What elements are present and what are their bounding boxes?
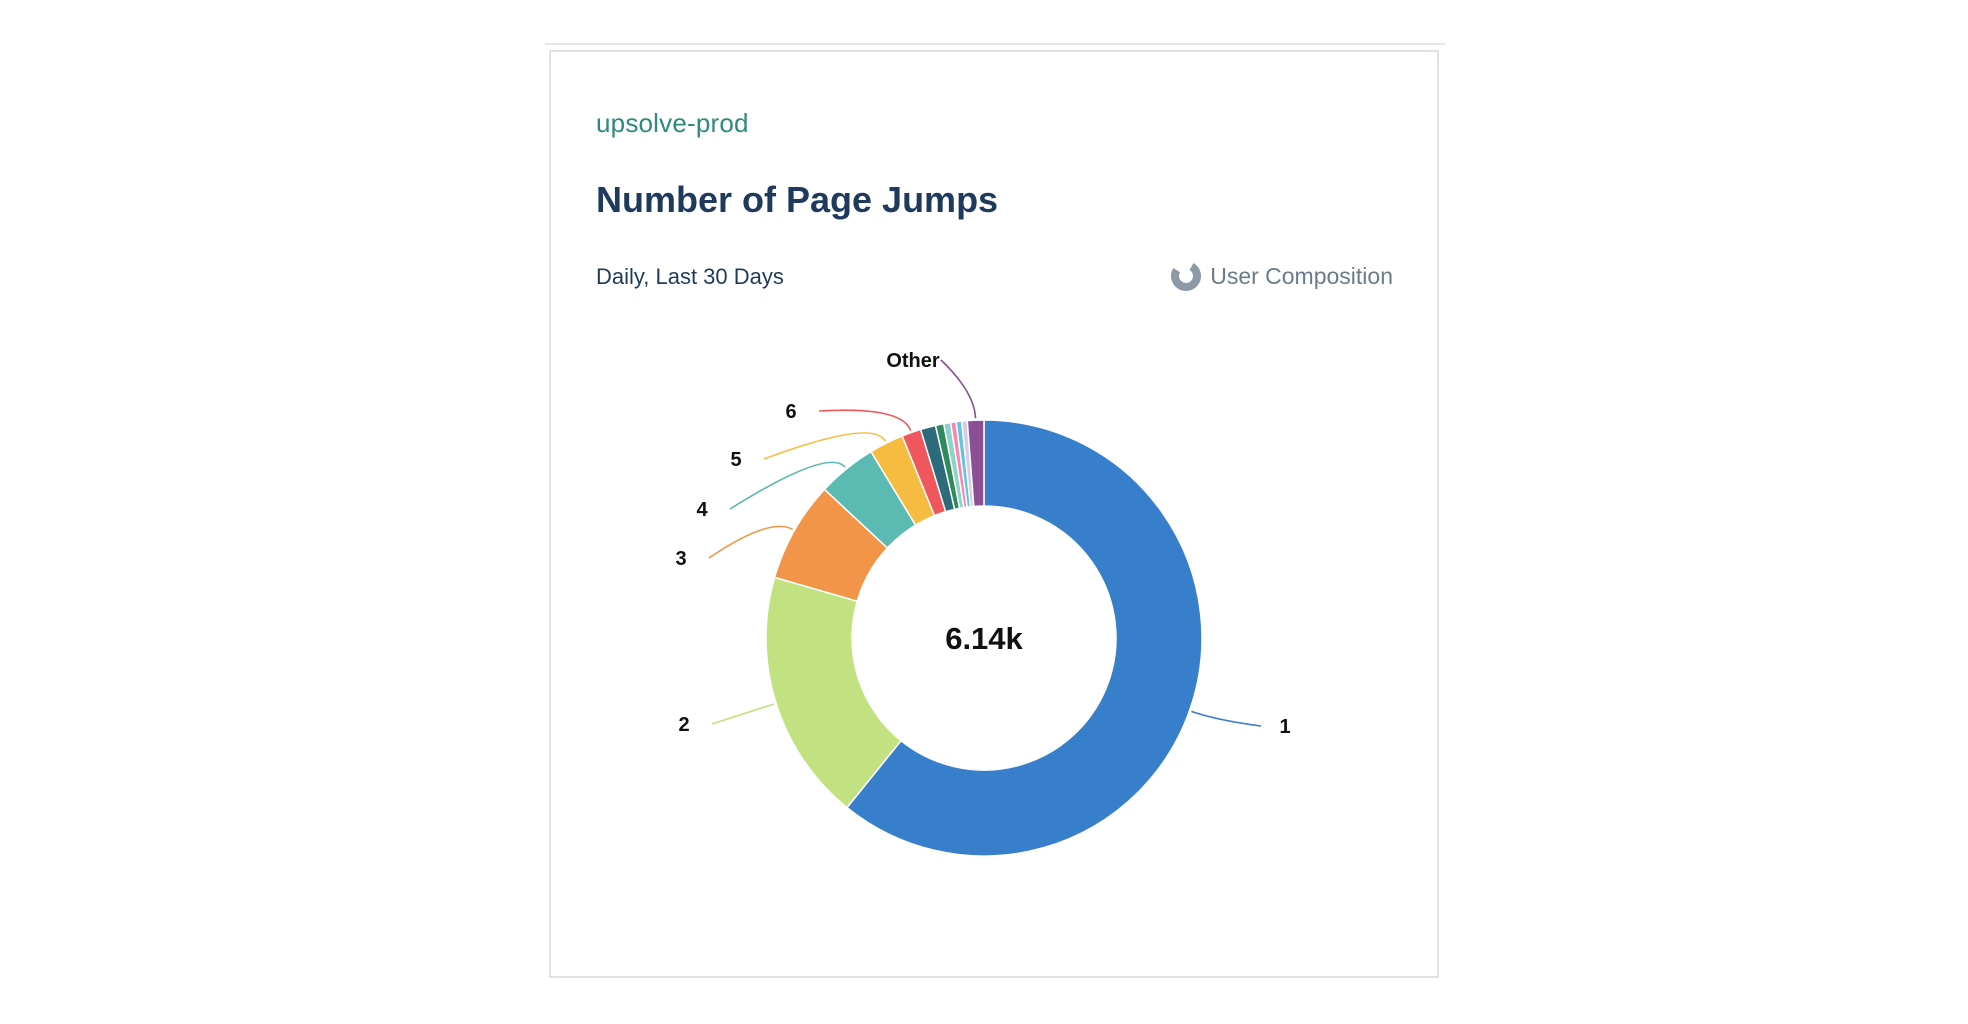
slice-label-6: 6 <box>785 401 796 423</box>
leader-line-4 <box>729 461 846 510</box>
user-composition-label: User Composition <box>1210 262 1393 289</box>
slice-label-4: 4 <box>696 499 708 521</box>
project-name[interactable]: upsolve-prod <box>596 108 749 138</box>
slice-label-2: 2 <box>678 714 689 736</box>
slice-label-5: 5 <box>730 449 741 471</box>
slice-1[interactable] <box>845 419 1203 857</box>
user-composition-button[interactable]: User Composition <box>1170 260 1393 292</box>
date-range-label: Daily, Last 30 Days <box>596 264 784 289</box>
top-divider <box>545 43 1445 45</box>
slice-label-1: 1 <box>1279 716 1290 738</box>
leader-line-3 <box>708 525 794 559</box>
center-total: 6.14k <box>945 621 1023 656</box>
chart-title[interactable]: Number of Page Jumps <box>596 179 999 220</box>
leader-line-5 <box>763 432 887 460</box>
leader-line-6 <box>818 409 912 431</box>
slice-label-other: Other <box>886 350 940 372</box>
leader-line-2 <box>711 703 775 725</box>
slice-other[interactable] <box>966 419 985 508</box>
slice-label-3: 3 <box>675 548 686 570</box>
donut-chart-icon <box>1171 261 1202 291</box>
leader-line-1 <box>1191 710 1262 727</box>
leader-line-other <box>940 359 977 419</box>
